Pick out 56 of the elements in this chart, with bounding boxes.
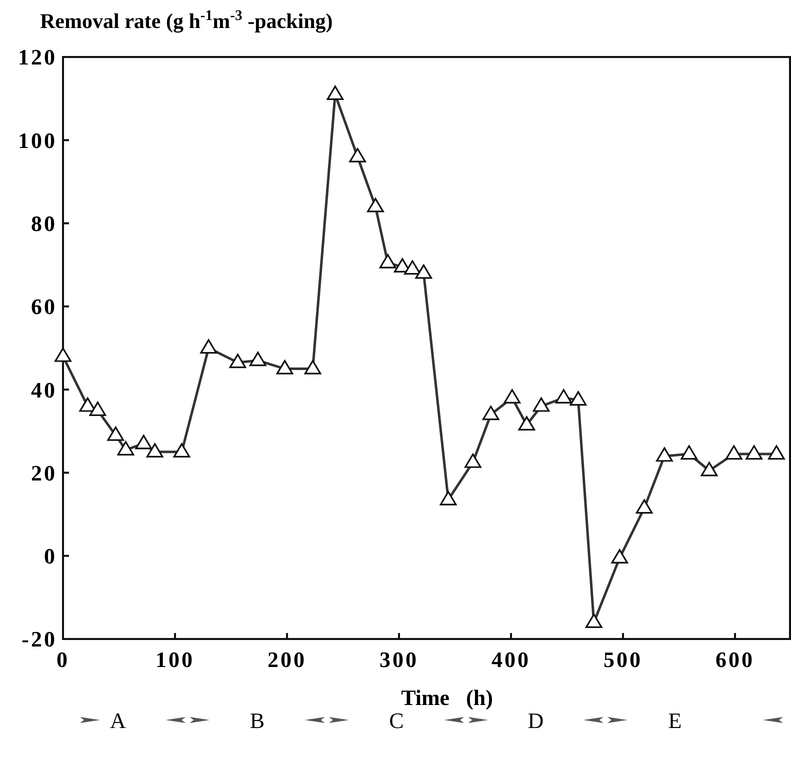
point	[570, 391, 587, 406]
point	[379, 254, 396, 268]
point	[680, 445, 698, 460]
x-tick-label: 100	[156, 647, 194, 672]
point	[700, 462, 718, 476]
text: D	[528, 708, 544, 733]
y-tick-label: 40	[31, 377, 57, 402]
point	[276, 360, 294, 374]
y-tick-label: 100	[18, 128, 57, 153]
point	[636, 499, 653, 514]
text: A	[110, 708, 126, 733]
y-tick-label: 80	[31, 210, 57, 236]
y-tick-label: 60	[31, 294, 57, 320]
x-tick-label: 500	[604, 647, 642, 672]
point	[304, 360, 322, 374]
y-tick-label: 120	[18, 44, 57, 70]
point	[349, 148, 366, 162]
point	[656, 447, 673, 462]
point	[146, 443, 164, 458]
point	[249, 352, 266, 366]
point	[367, 198, 384, 212]
y-tick-label: 20	[31, 460, 57, 486]
point	[746, 445, 762, 460]
point	[482, 406, 500, 420]
point	[229, 354, 246, 368]
point	[107, 426, 124, 441]
text: B	[250, 708, 265, 733]
y-tick-label: 0	[44, 544, 57, 569]
point	[89, 402, 106, 416]
x-axis-title: Time (h)	[401, 685, 493, 710]
x-tick-label: 600	[716, 647, 754, 672]
point	[585, 614, 602, 628]
point	[768, 445, 785, 460]
text: E	[668, 708, 682, 733]
x-tick-label: 300	[380, 647, 418, 672]
x-tick-label: 200	[268, 647, 306, 672]
point	[504, 389, 521, 404]
point	[135, 434, 152, 450]
point	[464, 454, 482, 468]
y-tick-label: -20	[22, 626, 57, 652]
text: C	[389, 708, 404, 733]
point	[200, 339, 217, 354]
point	[555, 389, 572, 404]
point	[415, 264, 432, 279]
point	[173, 443, 190, 458]
point	[117, 441, 134, 456]
point	[518, 416, 536, 431]
x-tick-label: 400	[492, 647, 530, 672]
y-axis-title: Removal rate (g h$^{-1}$m$^{-3}$ -packing)	[40, 8, 333, 33]
point	[532, 397, 550, 412]
point	[326, 86, 344, 100]
point	[404, 260, 421, 275]
point	[440, 490, 457, 506]
point	[611, 549, 628, 564]
point	[725, 445, 742, 460]
point	[54, 348, 72, 362]
